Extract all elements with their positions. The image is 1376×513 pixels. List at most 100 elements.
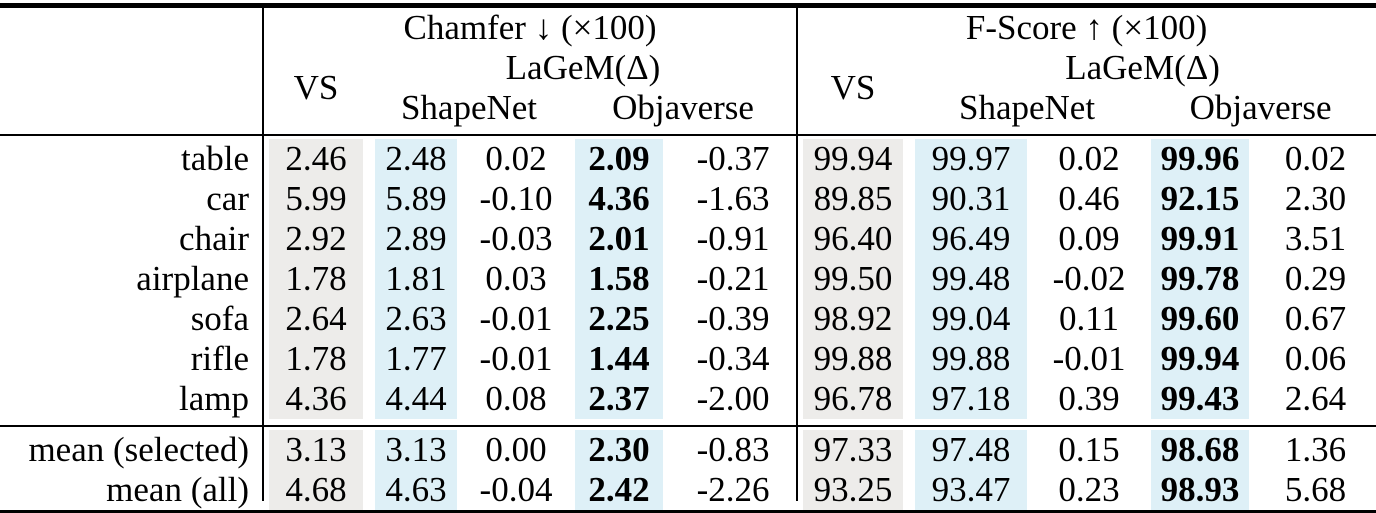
chamfer-shapenet-value: 2.89	[369, 219, 463, 259]
chamfer-objaverse-value: 4.36	[569, 179, 669, 219]
category-rows: table 2.46 2.48 0.02 2.09 -0.37 99.94 99…	[0, 139, 1376, 419]
top-rule	[0, 3, 1376, 8]
chamfer-lagem-header: LaGeM(Δ)	[505, 48, 661, 87]
fscore-objaverse-delta: 5.68	[1284, 470, 1347, 509]
fscore-shapenet-delta: 0.15	[1058, 430, 1120, 469]
chamfer-shapenet-delta: -0.01	[479, 339, 553, 378]
chamfer-objaverse-delta: -0.37	[696, 139, 770, 178]
fscore-lagem-header: LaGeM(Δ)	[1065, 48, 1220, 87]
table-row: mean (selected) 3.13 3.13 0.00 2.30 -0.8…	[0, 430, 1376, 470]
fscore-vs-header: VS	[830, 68, 876, 107]
results-table: Chamfer ↓ (×100) F-Score ↑ (×100) VS LaG…	[0, 8, 1376, 510]
chamfer-shapenet-value: 1.77	[369, 339, 463, 379]
header-row-datasets: ShapeNet Objaverse ShapeNet Objaverse	[0, 88, 1376, 128]
row-label: chair	[179, 219, 249, 258]
mid-rule	[0, 425, 1376, 427]
chamfer-shapenet-value: 2.63	[369, 299, 463, 339]
fscore-shapenet-delta: 0.23	[1058, 470, 1120, 509]
fscore-objaverse-value: 99.78	[1145, 259, 1255, 299]
chamfer-vs-value: 2.92	[263, 219, 369, 259]
chamfer-shapenet-delta: 0.08	[485, 379, 547, 418]
chamfer-shapenet-value: 4.44	[369, 379, 463, 419]
fscore-vs-value: 93.25	[797, 470, 909, 510]
fscore-objaverse-value: 99.94	[1145, 339, 1255, 379]
chamfer-shapenet-delta: -0.10	[479, 179, 553, 218]
chamfer-vs-value: 2.64	[263, 299, 369, 339]
chamfer-objaverse-delta: -0.83	[696, 430, 770, 469]
chamfer-objaverse-value: 2.25	[569, 299, 669, 339]
fscore-shapenet-value: 99.88	[909, 339, 1033, 379]
chamfer-shapenet-value: 3.13	[369, 430, 463, 470]
mid-rule-row	[0, 419, 1376, 430]
header-row-methods: VS LaGeM(Δ) VS LaGeM(Δ)	[0, 48, 1376, 107]
header-label-spacer	[0, 8, 263, 128]
chamfer-shapenet-delta: -0.01	[479, 299, 553, 338]
fscore-objaverse-delta: 1.36	[1284, 430, 1347, 469]
fscore-shapenet-header: ShapeNet	[958, 88, 1096, 127]
chamfer-objaverse-delta: -0.91	[696, 219, 770, 258]
mid-rule-section	[0, 419, 1376, 430]
chamfer-objaverse-value: 1.58	[569, 259, 669, 299]
fscore-shapenet-delta: -0.01	[1052, 339, 1126, 378]
chamfer-vs-value: 1.78	[263, 259, 369, 299]
chamfer-objaverse-delta: -2.26	[696, 470, 770, 509]
chamfer-vs-value: 4.36	[263, 379, 369, 419]
bottom-rule	[0, 510, 1376, 513]
row-label: mean (all)	[106, 470, 249, 509]
fscore-shapenet-value: 99.48	[909, 259, 1033, 299]
fscore-shapenet-delta: 0.09	[1058, 219, 1120, 258]
chamfer-objaverse-value: 2.42	[569, 470, 669, 510]
fscore-objaverse-delta: 0.67	[1284, 299, 1347, 338]
fscore-objaverse-delta: 0.02	[1284, 139, 1347, 178]
chamfer-shapenet-value: 4.63	[369, 470, 463, 510]
table-row: chair 2.92 2.89 -0.03 2.01 -0.91 96.40 9…	[0, 219, 1376, 259]
chamfer-objaverse-value: 1.44	[569, 339, 669, 379]
chamfer-vs-header: VS	[293, 68, 339, 107]
fscore-shapenet-value: 96.49	[909, 219, 1033, 259]
table-row: mean (all) 4.68 4.63 -0.04 2.42 -2.26 93…	[0, 470, 1376, 510]
chamfer-objaverse-value: 2.01	[569, 219, 669, 259]
chamfer-shapenet-delta: 0.02	[485, 139, 547, 178]
fscore-shapenet-delta: 0.39	[1058, 379, 1120, 418]
chamfer-objaverse-value: 2.30	[569, 430, 669, 470]
fscore-shapenet-value: 99.97	[909, 139, 1033, 179]
chamfer-objaverse-header: Objaverse	[612, 88, 754, 127]
chamfer-objaverse-value: 2.37	[569, 379, 669, 419]
chamfer-shapenet-delta: -0.03	[479, 219, 553, 258]
chamfer-shapenet-delta: 0.03	[485, 259, 547, 298]
fscore-vs-value: 89.85	[797, 179, 909, 219]
fscore-objaverse-value: 98.68	[1145, 430, 1255, 470]
fscore-shapenet-delta: 0.02	[1058, 139, 1120, 178]
chamfer-shapenet-header: ShapeNet	[400, 88, 538, 127]
chamfer-section-title: Chamfer ↓ (×100)	[403, 8, 657, 47]
fscore-shapenet-value: 90.31	[909, 179, 1033, 219]
chamfer-objaverse-delta: -2.00	[696, 379, 770, 418]
fscore-vs-value: 99.50	[797, 259, 909, 299]
fscore-vs-value: 98.92	[797, 299, 909, 339]
chamfer-objaverse-delta: -0.21	[696, 259, 770, 298]
fscore-shapenet-value: 97.48	[909, 430, 1033, 470]
fscore-shapenet-value: 93.47	[909, 470, 1033, 510]
fscore-objaverse-value: 99.96	[1145, 139, 1255, 179]
table-row: sofa 2.64 2.63 -0.01 2.25 -0.39 98.92 99…	[0, 299, 1376, 339]
chamfer-vs-value: 3.13	[263, 430, 369, 470]
row-label: sofa	[190, 299, 249, 338]
row-label: rifle	[190, 339, 249, 378]
fscore-vs-value: 99.94	[797, 139, 909, 179]
fscore-shapenet-delta: -0.02	[1052, 259, 1126, 298]
fscore-section-title: F-Score ↑ (×100)	[965, 8, 1208, 47]
chamfer-shapenet-value: 1.81	[369, 259, 463, 299]
fscore-objaverse-value: 99.60	[1145, 299, 1255, 339]
row-label: car	[206, 179, 249, 218]
fscore-vs-value: 96.40	[797, 219, 909, 259]
chamfer-objaverse-value: 2.09	[569, 139, 669, 179]
fscore-objaverse-value: 99.91	[1145, 219, 1255, 259]
fscore-vs-value: 96.78	[797, 379, 909, 419]
chamfer-shapenet-value: 2.48	[369, 139, 463, 179]
fscore-objaverse-delta: 2.30	[1284, 179, 1347, 218]
section-divider	[796, 8, 798, 501]
fscore-vs-value: 99.88	[797, 339, 909, 379]
mean-rows: mean (selected) 3.13 3.13 0.00 2.30 -0.8…	[0, 430, 1376, 510]
fscore-objaverse-value: 98.93	[1145, 470, 1255, 510]
